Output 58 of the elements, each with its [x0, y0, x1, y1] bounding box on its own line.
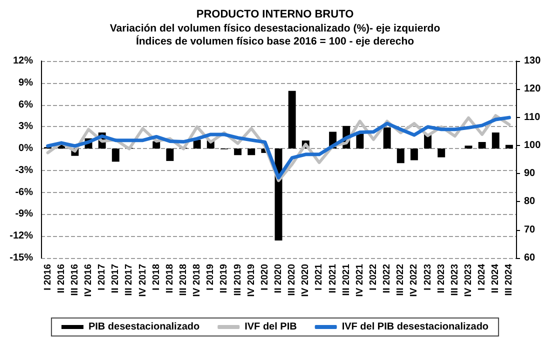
chart-subtitle: Variación del volumen físico desestacionalizado (%)- eje izquierdo Índices de volumen físico base 2016 = 100 - eje derecho [110, 22, 440, 48]
x-tick-label: III 2016 [69, 264, 80, 296]
y2-tick-label: 80 [524, 196, 536, 208]
x-tick-label: II 2022 [382, 264, 393, 294]
x-tick-label: III 2023 [449, 264, 460, 296]
x-tick-label: III 2024 [504, 263, 515, 296]
x-tick-label: I 2016 [42, 264, 54, 290]
y-tick-label: -3% [15, 164, 34, 176]
y2-tick-label: 70 [524, 224, 536, 236]
x-tick-label: II 2017 [110, 264, 122, 294]
y-tick-label: 3% [18, 121, 34, 132]
x-tick-label: III 2018 [178, 264, 189, 296]
x-tick-label: IV 2016 [83, 264, 94, 297]
x-tick-label: II 2018 [164, 264, 176, 294]
chart-title: PRODUCTO INTERNO BRUTO [196, 8, 354, 20]
x-tick-label: I 2024 [476, 263, 488, 290]
x-tick-label: I 2023 [422, 264, 434, 290]
legend-label: IVF del PIB [244, 322, 297, 332]
x-tick-label: III 2019 [232, 264, 244, 296]
y2-tick-label: 100 [524, 140, 542, 151]
x-tick-label: III 2017 [124, 264, 135, 296]
x-tick-label: II 2021 [327, 263, 338, 294]
x-tick-label: III 2021 [340, 263, 352, 296]
x-tick-label: I 2017 [96, 264, 108, 290]
x-tick-label: III 2022 [395, 264, 406, 296]
y2-tick-label: 130 [524, 56, 542, 66]
y2-tick-label: 90 [524, 168, 536, 180]
legend-label: IVF del PIB desestacionalizado [342, 322, 489, 332]
x-tick-label: I 2022 [368, 264, 379, 290]
x-tick-label: IV 2022 [408, 264, 420, 297]
y2-tick-label: 60 [524, 252, 536, 264]
x-tick-label: III 2020 [286, 264, 298, 296]
x-tick-label: IV 2021 [354, 263, 366, 297]
x-tick-label: I 2018 [150, 264, 162, 290]
y-tick-label: 12% [12, 56, 34, 66]
x-tick-label: II 2020 [273, 264, 284, 294]
x-tick-label: IV 2019 [246, 264, 257, 297]
y-tick-label: 9% [18, 77, 34, 88]
x-tick-label: I 2021 [314, 263, 325, 290]
x-tick-label: IV 2018 [192, 264, 203, 297]
x-tick-label: IV 2020 [300, 264, 312, 297]
y-tick-label: -15% [10, 252, 34, 264]
y2-tick-label: 110 [524, 112, 541, 123]
x-tick-label: II 2016 [56, 264, 67, 294]
x-tick-label: IV 2017 [137, 264, 148, 297]
y2-tick-label: 120 [524, 84, 542, 95]
legend-label: PIB desestacionalizado [88, 322, 200, 332]
x-tick-label: II 2024 [490, 263, 502, 294]
x-tick-label: II 2019 [218, 264, 230, 294]
x-tick-label: IV 2023 [463, 264, 474, 297]
y-tick-label: 0% [18, 143, 34, 154]
y-tick-label: -12% [10, 230, 34, 242]
x-tick-label: I 2020 [259, 264, 270, 290]
y-tick-label: -6% [15, 186, 34, 198]
y-tick-label: -9% [15, 208, 34, 220]
x-tick-label: II 2023 [436, 264, 447, 294]
y-tick-label: 6% [18, 99, 34, 110]
x-tick-label: I 2019 [205, 264, 216, 290]
